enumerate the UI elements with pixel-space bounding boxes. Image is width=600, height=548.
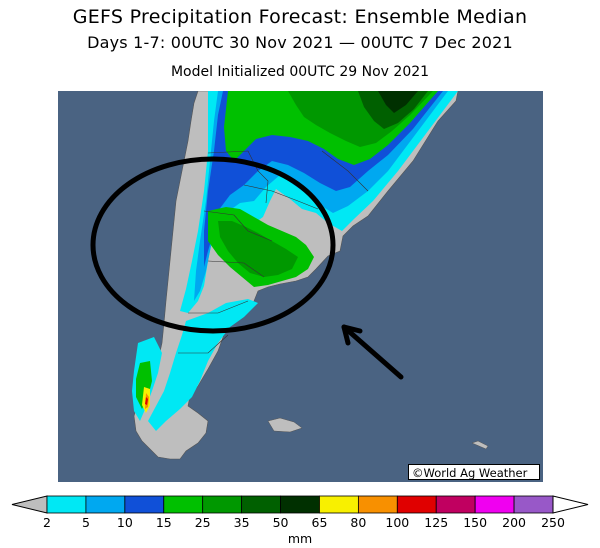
colorbar-tick-label: 125 bbox=[424, 515, 448, 530]
colorbar-swatch bbox=[124, 495, 165, 514]
credit-label: ©World Ag Weather bbox=[408, 464, 540, 480]
precip-25-35mm-central bbox=[218, 221, 298, 277]
colorbar-tick-label: 50 bbox=[273, 515, 289, 530]
colorbar-tick-label: 10 bbox=[117, 515, 133, 530]
colorbar-tick-label: 150 bbox=[463, 515, 487, 530]
colorbar-tick-label: 35 bbox=[234, 515, 250, 530]
colorbar-swatch bbox=[396, 495, 437, 514]
colorbar-swatch bbox=[163, 495, 204, 514]
colorbar-tick-label: 250 bbox=[541, 515, 565, 530]
model-init-label: Model Initialized 00UTC 29 Nov 2021 bbox=[170, 64, 430, 80]
chart-title: GEFS Precipitation Forecast: Ensemble Me… bbox=[72, 6, 528, 28]
colorbar-over-triangle bbox=[552, 495, 589, 514]
colorbar-tick-label: 2 bbox=[43, 515, 51, 530]
forecast-period: Days 1-7: 00UTC 30 Nov 2021 — 00UTC 7 De… bbox=[87, 33, 513, 52]
colorbar-swatch bbox=[474, 495, 515, 514]
annotation-circle bbox=[90, 156, 336, 334]
precipitation-map bbox=[58, 91, 543, 482]
colorbar-tick-label: 5 bbox=[82, 515, 90, 530]
colorbar-under-triangle bbox=[11, 495, 48, 514]
colorbar-unit-label: mm bbox=[288, 531, 312, 546]
colorbar-swatch bbox=[319, 495, 359, 514]
colorbar-swatch bbox=[280, 495, 320, 514]
colorbar-tick-label: 100 bbox=[385, 515, 409, 530]
colorbar-swatch bbox=[357, 495, 398, 514]
colorbar-swatch bbox=[46, 495, 87, 514]
colorbar-tick-label: 80 bbox=[350, 515, 366, 530]
colorbar-tick-label: 200 bbox=[502, 515, 526, 530]
south-georgia bbox=[471, 440, 489, 450]
colorbar-swatch bbox=[513, 495, 554, 514]
colorbar-tick-label: 25 bbox=[195, 515, 211, 530]
colorbar-tick-label: 15 bbox=[156, 515, 172, 530]
colorbar-swatch bbox=[241, 495, 281, 514]
falkland-islands bbox=[267, 417, 303, 433]
annotation-arrow bbox=[341, 324, 404, 380]
precip-50-65mm bbox=[378, 91, 418, 113]
colorbar-swatch bbox=[85, 495, 126, 514]
colorbar-swatch bbox=[202, 495, 243, 514]
colorbar-swatch bbox=[435, 495, 476, 514]
colorbar-tick-label: 65 bbox=[312, 515, 328, 530]
precip-2-5mm-south bbox=[148, 299, 258, 431]
admin-borders bbox=[178, 150, 369, 354]
precip-andes-red bbox=[145, 397, 148, 405]
